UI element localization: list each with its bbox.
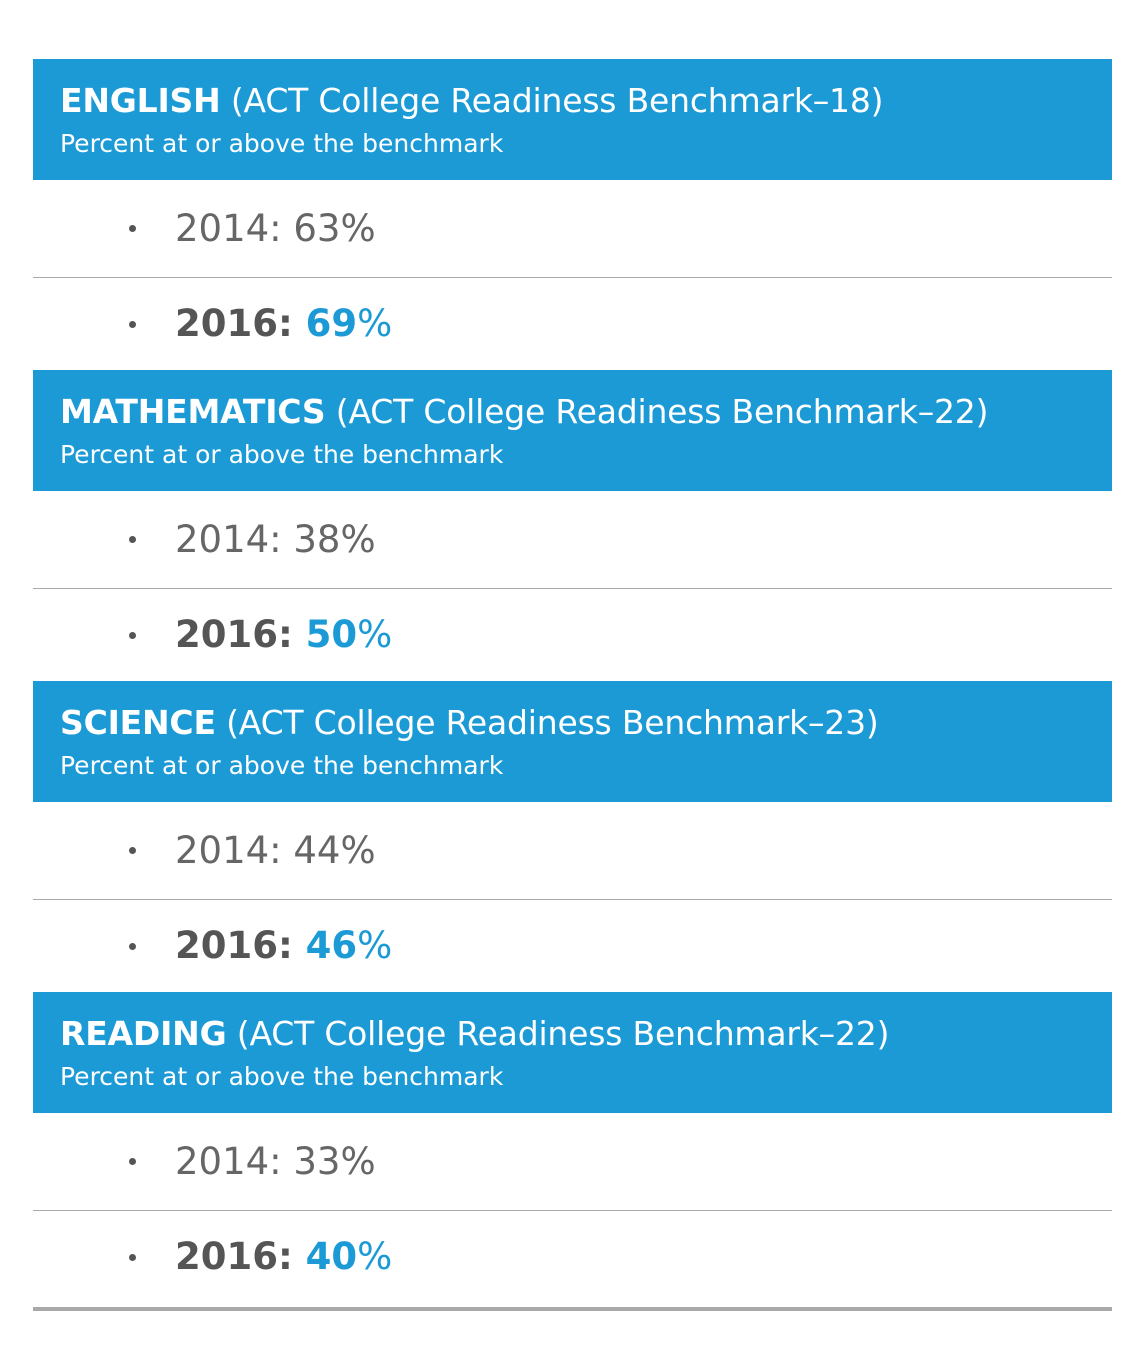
bullet-icon xyxy=(129,1253,136,1261)
value-2016: 2016: 69% xyxy=(175,302,392,346)
percent-number-2016: 50 xyxy=(305,613,358,656)
list-item-2016: 2016: 46% xyxy=(33,900,1112,992)
section-mathematics: MATHEMATICS (ACT College Readiness Bench… xyxy=(33,370,1112,681)
percent-sign-2016: % xyxy=(357,924,393,967)
list-item-2014: 2014: 63% xyxy=(33,180,1112,278)
section-english: ENGLISH (ACT College Readiness Benchmark… xyxy=(33,59,1112,370)
section-subtitle: Percent at or above the benchmark xyxy=(60,440,504,469)
year-label-2016: 2016: xyxy=(175,1235,293,1278)
percent-sign-2016: % xyxy=(357,302,393,345)
bottom-divider xyxy=(33,1307,1112,1311)
section-title: MATHEMATICS (ACT College Readiness Bench… xyxy=(60,388,1112,436)
section-header: SCIENCE (ACT College Readiness Benchmark… xyxy=(33,681,1112,802)
value-2014: 2014: 33% xyxy=(175,1139,376,1183)
bullet-icon xyxy=(129,1158,136,1165)
list-item-2016: 2016: 50% xyxy=(33,589,1112,681)
section-reading: READING (ACT College Readiness Benchmark… xyxy=(33,992,1112,1303)
list-item-2014: 2014: 38% xyxy=(33,491,1112,589)
section-title: READING (ACT College Readiness Benchmark… xyxy=(60,1010,1112,1058)
benchmark-list: ENGLISH (ACT College Readiness Benchmark… xyxy=(33,59,1112,1303)
value-2016: 2016: 50% xyxy=(175,613,392,657)
section-header: MATHEMATICS (ACT College Readiness Bench… xyxy=(33,370,1112,491)
value-2016: 2016: 40% xyxy=(175,1235,392,1279)
value-2014: 2014: 63% xyxy=(175,206,376,250)
bullet-icon xyxy=(129,847,136,854)
bullet-icon xyxy=(129,536,136,543)
list-item-2014: 2014: 44% xyxy=(33,802,1112,900)
bullet-icon xyxy=(129,320,136,328)
section-subtitle: Percent at or above the benchmark xyxy=(60,751,504,780)
list-item-2016: 2016: 40% xyxy=(33,1211,1112,1303)
year-label-2016: 2016: xyxy=(175,302,293,345)
subject-name: SCIENCE xyxy=(60,703,216,742)
percent-sign-2016: % xyxy=(357,613,393,656)
section-science: SCIENCE (ACT College Readiness Benchmark… xyxy=(33,681,1112,992)
benchmark-label: (ACT College Readiness Benchmark–18) xyxy=(230,81,884,120)
benchmark-label: (ACT College Readiness Benchmark–23) xyxy=(226,703,879,742)
percent-number-2016: 40 xyxy=(305,1235,358,1278)
year-label-2016: 2016: xyxy=(175,613,293,656)
section-header: ENGLISH (ACT College Readiness Benchmark… xyxy=(33,59,1112,180)
bullet-icon xyxy=(129,225,136,232)
bullet-icon xyxy=(129,631,136,639)
value-2016: 2016: 46% xyxy=(175,924,392,968)
percent-number-2016: 46 xyxy=(305,924,358,967)
percent-sign-2016: % xyxy=(357,1235,393,1278)
subject-name: ENGLISH xyxy=(60,81,221,120)
subject-name: MATHEMATICS xyxy=(60,392,326,431)
bullet-icon xyxy=(129,942,136,950)
section-header: READING (ACT College Readiness Benchmark… xyxy=(33,992,1112,1113)
section-subtitle: Percent at or above the benchmark xyxy=(60,129,504,158)
benchmark-label: (ACT College Readiness Benchmark–22) xyxy=(236,1014,890,1053)
section-title: ENGLISH (ACT College Readiness Benchmark… xyxy=(60,77,1112,125)
section-subtitle: Percent at or above the benchmark xyxy=(60,1062,504,1091)
value-2014: 2014: 38% xyxy=(175,517,376,561)
benchmark-label: (ACT College Readiness Benchmark–22) xyxy=(335,392,989,431)
value-2014: 2014: 44% xyxy=(175,828,376,872)
section-title: SCIENCE (ACT College Readiness Benchmark… xyxy=(60,699,1112,747)
list-item-2016: 2016: 69% xyxy=(33,278,1112,370)
subject-name: READING xyxy=(60,1014,227,1053)
year-label-2016: 2016: xyxy=(175,924,293,967)
list-item-2014: 2014: 33% xyxy=(33,1113,1112,1211)
percent-number-2016: 69 xyxy=(305,302,358,345)
